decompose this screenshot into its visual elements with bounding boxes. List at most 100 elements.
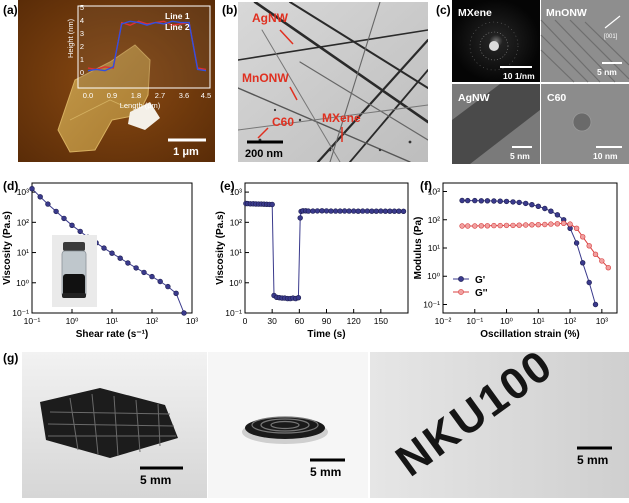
- data-point: [61, 215, 67, 222]
- tem-label-c60: C60: [272, 115, 294, 129]
- data-point: [465, 223, 471, 229]
- lattice-line: [49, 411, 171, 415]
- data-point: [45, 201, 51, 207]
- data-point: [599, 258, 605, 264]
- data-point: [491, 198, 497, 204]
- x-tick-label: 60: [295, 316, 305, 326]
- tile-agnw-scalebar-label: 5 nm: [510, 151, 530, 161]
- afm-ytick: 2: [80, 42, 84, 51]
- data-point: [465, 197, 471, 204]
- y-tick-label: 10⁻¹: [225, 308, 242, 318]
- chart-e-xlabel: Time (s): [307, 329, 345, 340]
- data-point: [355, 208, 361, 214]
- spiral-ring: [251, 416, 319, 434]
- y-tick-label: 10³: [230, 187, 242, 197]
- x-tick-label: 10⁻²: [435, 316, 452, 326]
- data-point: [503, 222, 510, 229]
- fringe: [584, 21, 629, 66]
- tem-label-agnw: AgNW: [252, 11, 289, 25]
- data-point: [364, 208, 370, 214]
- afm-xtick: 4.5: [201, 91, 211, 100]
- data-point: [605, 265, 611, 271]
- saed-ring: [469, 21, 519, 71]
- legend-label: G': [475, 275, 485, 286]
- c60-particle: [572, 112, 592, 132]
- lattice-fringes: [540, 19, 629, 83]
- x-tick-label: 10³: [596, 316, 608, 326]
- mnonw-direction-arrow: [604, 15, 621, 29]
- data-point: [305, 208, 312, 214]
- data-point: [554, 221, 561, 227]
- data-point: [181, 310, 187, 316]
- nanowire: [253, 2, 428, 124]
- panel-d-label: (d): [3, 179, 18, 193]
- afm-profile-line2: [87, 20, 207, 72]
- afm-ytick: 1: [80, 55, 84, 64]
- chart-e: 0 30 60 90 120 150 10⁻¹ 10⁰ 10¹ 10² 10³ Time (s) Vis…: [215, 182, 409, 340]
- data-point: [592, 301, 599, 308]
- data-point: [560, 220, 567, 227]
- panel-f-label: (f): [420, 179, 432, 193]
- data-point: [360, 208, 366, 214]
- data-point: [472, 223, 478, 229]
- data-point: [400, 208, 407, 215]
- series-line-Gpp: [462, 222, 609, 269]
- data-point: [77, 228, 83, 235]
- data-point: [478, 223, 484, 229]
- c60-dot: [273, 108, 277, 112]
- data-point: [117, 255, 123, 261]
- chart-d: 10⁻¹ 10⁰ 10¹ 10² 10³ 10⁻¹ 10⁰ 10¹ 10² 10³ Shear ra…: [2, 182, 198, 340]
- legend-label: G'': [475, 288, 488, 299]
- afm-xtick: 0.9: [107, 91, 117, 100]
- x-tick-label: 10²: [146, 316, 158, 326]
- tile-mxene-scalebar-label: 10 1/nm: [503, 71, 535, 81]
- lattice-block: [40, 388, 178, 458]
- y-tick-label: 10⁰: [16, 278, 29, 288]
- x-tick-label: 10¹: [532, 316, 544, 326]
- panel-a: Line 1 Line 2 0 1 2 3 4 5 Height (nm) 0.…: [18, 0, 215, 162]
- lattice-line: [157, 403, 161, 447]
- data-point: [497, 222, 503, 229]
- data-point: [478, 198, 484, 204]
- spiral-rings: [251, 416, 319, 434]
- data-point: [297, 215, 303, 221]
- y-tick-label: 10⁻¹: [12, 308, 29, 318]
- data-point: [586, 279, 592, 286]
- x-tick-label: 10³: [186, 316, 198, 326]
- c60-dot: [378, 148, 382, 152]
- photo-text: [370, 352, 629, 498]
- afm-inset-ylabel: Height (nm): [66, 18, 75, 58]
- data-point: [484, 223, 491, 229]
- y-tick-label: 10⁻¹: [423, 299, 440, 309]
- data-point: [141, 269, 147, 276]
- y-tick-label: 10¹: [428, 243, 440, 253]
- fringe: [540, 49, 575, 83]
- data-point: [548, 221, 554, 227]
- data-point: [133, 265, 139, 271]
- x-tick-label: 10⁰: [500, 316, 513, 326]
- c60-dot: [408, 140, 412, 144]
- data-point: [351, 208, 357, 214]
- chart-d-ylabel: Viscosity (Pa.s): [2, 211, 13, 285]
- data-point: [101, 245, 107, 251]
- x-tick-label: 120: [347, 316, 361, 326]
- fringe: [554, 19, 616, 83]
- nanowire: [261, 29, 341, 162]
- tem-scalebar-label: 200 nm: [245, 148, 283, 160]
- data-point: [369, 208, 375, 214]
- y-tick-label: 10³: [428, 187, 440, 197]
- tem-arrow-mnonw: [289, 86, 298, 101]
- panel-e-label: (e): [220, 179, 235, 193]
- x-tick-label: 10⁻¹: [24, 316, 41, 326]
- data-point: [319, 208, 325, 214]
- chart-d-xlabel: Shear rate (s⁻¹): [76, 329, 149, 340]
- panel-g: 5 mm 5 mm NKU100 5 mm: [22, 340, 629, 498]
- data-point: [529, 202, 535, 208]
- data-point: [484, 198, 491, 204]
- chart-e-ylabel: Viscosity (Pa.s): [215, 211, 226, 285]
- lattice-line: [47, 423, 175, 427]
- data-point: [573, 240, 580, 246]
- series-line-Viscosity: [245, 203, 404, 300]
- data-point: [382, 208, 389, 214]
